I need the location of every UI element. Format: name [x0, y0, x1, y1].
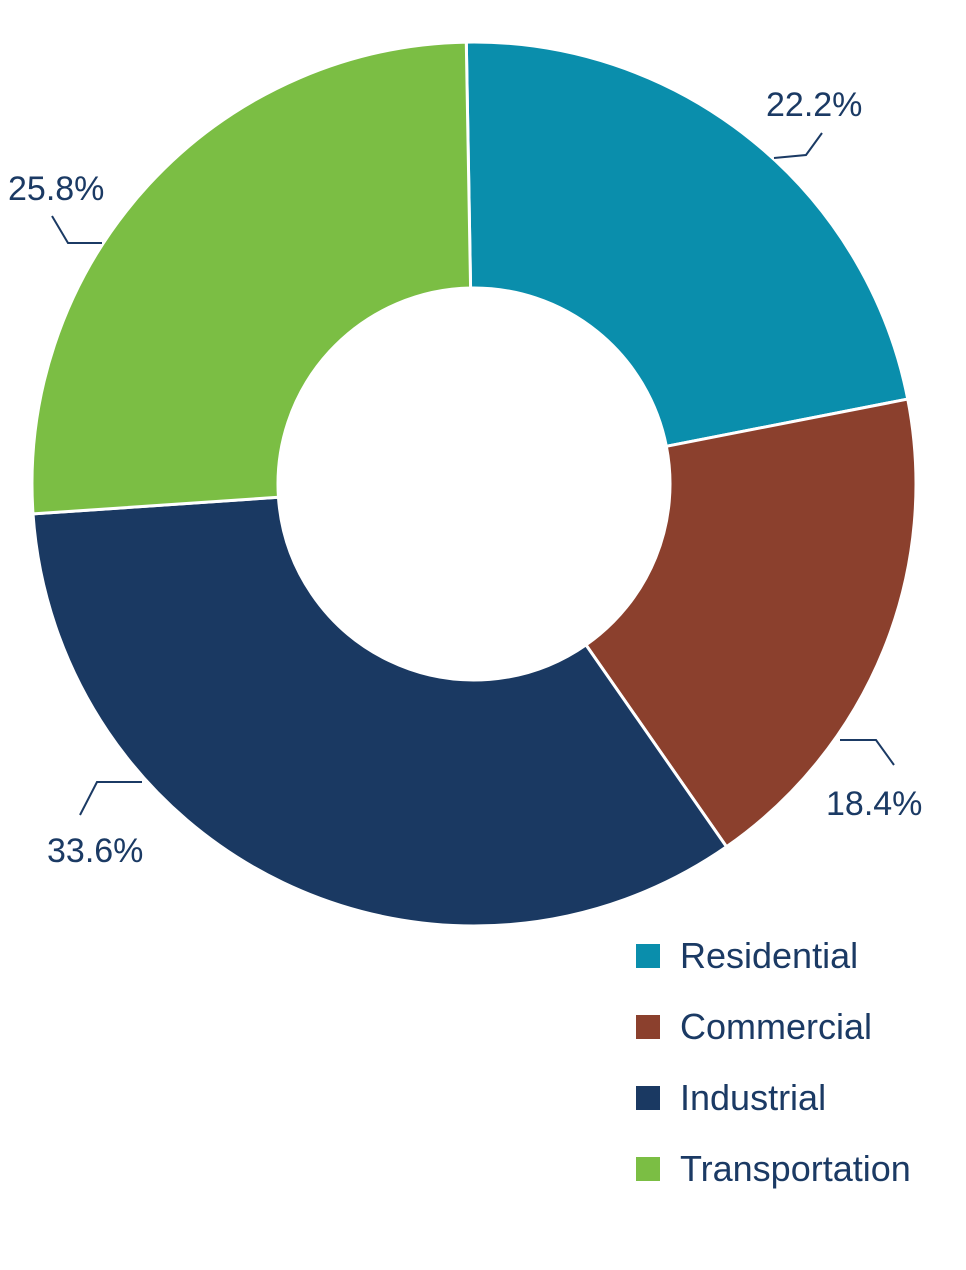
data-label-industrial: 33.6% — [47, 832, 143, 870]
legend-item-transportation[interactable]: Transportation — [636, 1133, 911, 1204]
slice-residential[interactable] — [464, 40, 910, 448]
legend-swatch-commercial — [636, 1014, 660, 1039]
legend-item-commercial[interactable]: Commercial — [636, 991, 911, 1062]
label-leader-lines — [51, 132, 895, 816]
data-label-transportation: 25.8% — [8, 170, 104, 208]
legend-label-residential: Residential — [680, 934, 859, 976]
slice-industrial[interactable] — [31, 495, 729, 928]
leader-line-transportation — [51, 215, 102, 244]
legend: Residential Commercial Industrial Transp… — [636, 920, 911, 1204]
legend-label-transportation: Transportation — [680, 1147, 911, 1189]
data-label-residential: 22.2% — [766, 86, 862, 124]
leader-line-commercial — [840, 739, 895, 766]
slice-commercial[interactable] — [584, 397, 918, 849]
donut-slices — [30, 40, 918, 928]
legend-swatch-transportation — [636, 1156, 660, 1181]
legend-label-industrial: Industrial — [680, 1076, 827, 1118]
data-labels: 22.2% 18.4% 33.6% 25.8% — [8, 86, 922, 870]
legend-item-residential[interactable]: Residential — [636, 920, 911, 991]
legend-swatch-residential — [636, 943, 660, 968]
leader-line-industrial — [79, 781, 142, 816]
legend-item-industrial[interactable]: Industrial — [636, 1062, 911, 1133]
legend-label-commercial: Commercial — [680, 1005, 873, 1047]
legend-swatch-industrial — [636, 1085, 660, 1110]
slice-transportation[interactable] — [30, 40, 473, 516]
data-label-commercial: 18.4% — [826, 785, 922, 823]
leader-line-residential — [773, 132, 823, 159]
